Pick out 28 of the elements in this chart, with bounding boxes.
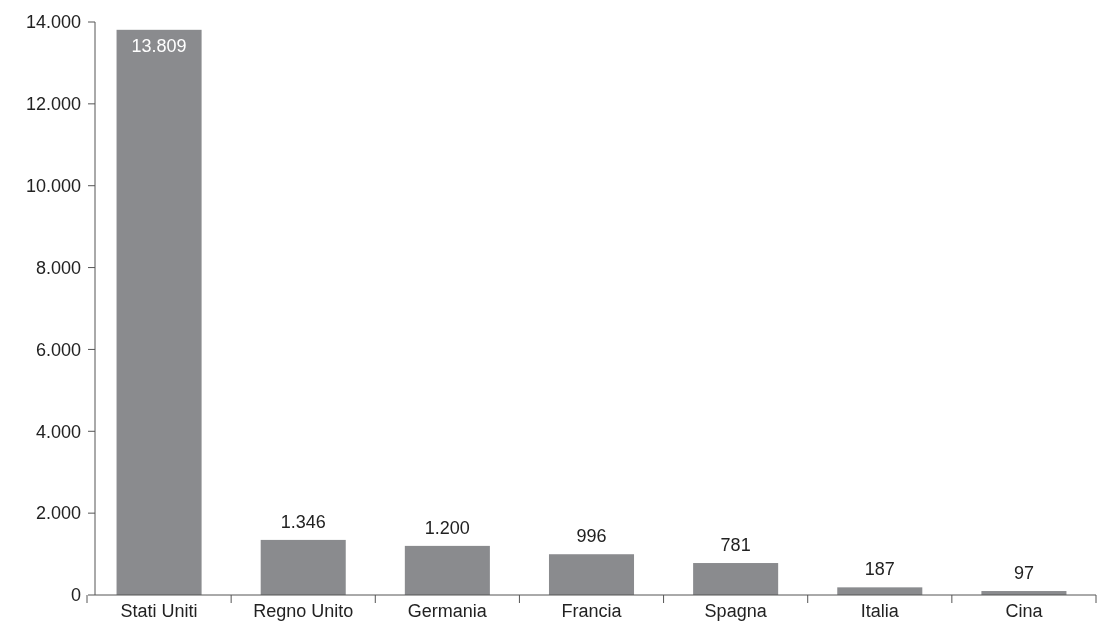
bar <box>404 545 490 595</box>
bar <box>116 29 202 595</box>
y-tick-label: 2.000 <box>35 503 81 524</box>
data-label: 1.346 <box>280 511 326 532</box>
bar <box>260 539 346 595</box>
bar <box>548 554 635 595</box>
data-label: 781 <box>720 535 751 556</box>
data-label: 1.200 <box>424 517 470 538</box>
x-tick-label: Spagna <box>704 601 768 621</box>
y-tick-label: 4.000 <box>35 421 81 442</box>
y-tick-label: 14.000 <box>25 12 81 33</box>
data-label: 996 <box>576 526 607 547</box>
y-tick-label: 0 <box>70 585 81 606</box>
x-tick-label: Italia <box>860 601 900 621</box>
data-label: 187 <box>864 559 895 580</box>
x-tick-label: Francia <box>561 601 623 621</box>
x-tick-label: Regno Unito <box>253 601 354 621</box>
y-tick-label: 12.000 <box>25 94 81 115</box>
x-tick-label: Stati Uniti <box>120 601 198 621</box>
bar <box>837 587 923 595</box>
bar <box>693 563 779 595</box>
y-tick-label: 10.000 <box>25 176 81 197</box>
x-tick-label: Cina <box>1005 601 1044 621</box>
y-tick-label: 8.000 <box>35 257 81 278</box>
data-label: 97 <box>1013 563 1034 584</box>
data-label: 13.809 <box>131 35 187 56</box>
x-tick-label: Germania <box>407 601 488 621</box>
y-tick-label: 6.000 <box>35 339 81 360</box>
